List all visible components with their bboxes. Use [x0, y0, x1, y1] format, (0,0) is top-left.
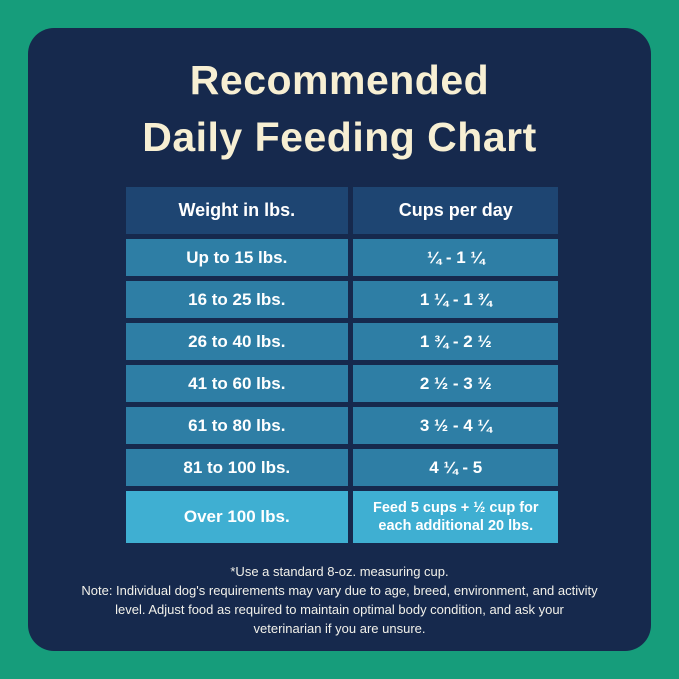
- table-row: 81 to 100 lbs. 4 ¼ - 5: [125, 449, 559, 487]
- feeding-chart-panel: Recommended Daily Feeding Chart Weight i…: [28, 28, 651, 651]
- table-row: Up to 15 lbs. ¼ - 1 ¼: [125, 239, 559, 277]
- feeding-table: Weight in lbs. Cups per day Up to 15 lbs…: [125, 187, 559, 544]
- table-header-row: Weight in lbs. Cups per day: [125, 187, 559, 235]
- weight-cell: 16 to 25 lbs.: [125, 281, 349, 319]
- weight-cell: 41 to 60 lbs.: [125, 365, 349, 403]
- footnote-note: Note: Individual dog's requirements may …: [81, 583, 598, 636]
- footnote-measuring-cup: *Use a standard 8-oz. measuring cup.: [230, 564, 449, 580]
- weight-cell: 26 to 40 lbs.: [125, 323, 349, 361]
- cups-cell: 1 ¼ - 1 ¾: [353, 281, 559, 319]
- weight-cell: Over 100 lbs.: [125, 491, 349, 544]
- weight-cell: 61 to 80 lbs.: [125, 407, 349, 445]
- page-title: Recommended Daily Feeding Chart: [142, 52, 537, 165]
- table-row-over-100: Over 100 lbs. Feed 5 cups + ½ cup for ea…: [125, 491, 559, 544]
- weight-cell: 81 to 100 lbs.: [125, 449, 349, 487]
- cups-cell: 4 ¼ - 5: [353, 449, 559, 487]
- weight-cell: Up to 15 lbs.: [125, 239, 349, 277]
- page-title-line2: Daily Feeding Chart: [142, 113, 537, 160]
- cups-cell: ¼ - 1 ¼: [353, 239, 559, 277]
- cups-cell: Feed 5 cups + ½ cup for each additional …: [353, 491, 559, 544]
- cups-cell: 2 ½ - 3 ½: [353, 365, 559, 403]
- cups-cell: 1 ¾ - 2 ½: [353, 323, 559, 361]
- table-row: 61 to 80 lbs. 3 ½ - 4 ¼: [125, 407, 559, 445]
- page-title-line1: Recommended: [189, 57, 490, 103]
- table-row: 16 to 25 lbs. 1 ¼ - 1 ¾: [125, 281, 559, 319]
- footnotes: *Use a standard 8-oz. measuring cup. Not…: [80, 563, 600, 638]
- column-header-weight: Weight in lbs.: [125, 187, 349, 235]
- cups-cell: 3 ½ - 4 ¼: [353, 407, 559, 445]
- table-row: 41 to 60 lbs. 2 ½ - 3 ½: [125, 365, 559, 403]
- column-header-cups: Cups per day: [353, 187, 559, 235]
- table-row: 26 to 40 lbs. 1 ¾ - 2 ½: [125, 323, 559, 361]
